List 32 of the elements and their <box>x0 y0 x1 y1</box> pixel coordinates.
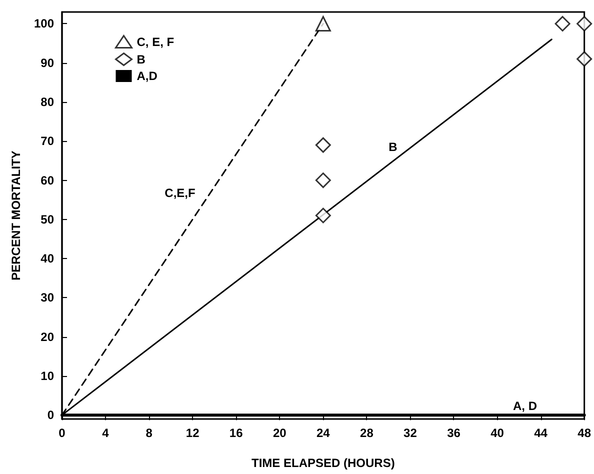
legend-label: C, E, F <box>136 34 174 49</box>
x-tick-label: 28 <box>360 426 374 440</box>
legend-label: B <box>136 52 146 66</box>
x-tick-label: 4 <box>102 426 110 440</box>
annotation: C,E,F <box>164 186 196 200</box>
y-tick-label: 0 <box>47 408 54 422</box>
x-tick-label: 16 <box>229 426 244 440</box>
y-tick-label: 20 <box>40 330 54 344</box>
x-tick-label: 48 <box>578 426 592 440</box>
y-tick-label: 90 <box>40 56 54 70</box>
y-tick-label: 10 <box>40 368 54 383</box>
x-tick-label: 8 <box>146 426 153 440</box>
x-tick-label: 0 <box>58 426 66 440</box>
y-tick-label: 30 <box>40 290 54 305</box>
x-tick-label: 20 <box>272 426 287 440</box>
annotation: A, D <box>513 399 538 413</box>
x-tick-label: 44 <box>534 426 548 440</box>
x-tick-label: 24 <box>316 426 330 440</box>
y-tick-label: 50 <box>40 212 54 226</box>
x-tick-label: 12 <box>186 426 200 440</box>
y-tick-label: 40 <box>40 252 54 266</box>
annotation: B <box>388 140 398 154</box>
x-tick-label: 32 <box>404 426 418 440</box>
y-tick-label: 70 <box>40 134 54 148</box>
x-tick-label: 40 <box>490 426 504 440</box>
y-tick-label: 60 <box>40 173 54 188</box>
x-tick-label: 36 <box>447 426 461 440</box>
y-axis-title: PERCENT MORTALITY <box>9 150 23 280</box>
x-axis-title: TIME ELAPSED (HOURS) <box>251 456 395 470</box>
y-tick-label: 80 <box>40 95 54 110</box>
legend-label: A,D <box>136 69 158 83</box>
y-tick-label: 100 <box>34 16 54 31</box>
